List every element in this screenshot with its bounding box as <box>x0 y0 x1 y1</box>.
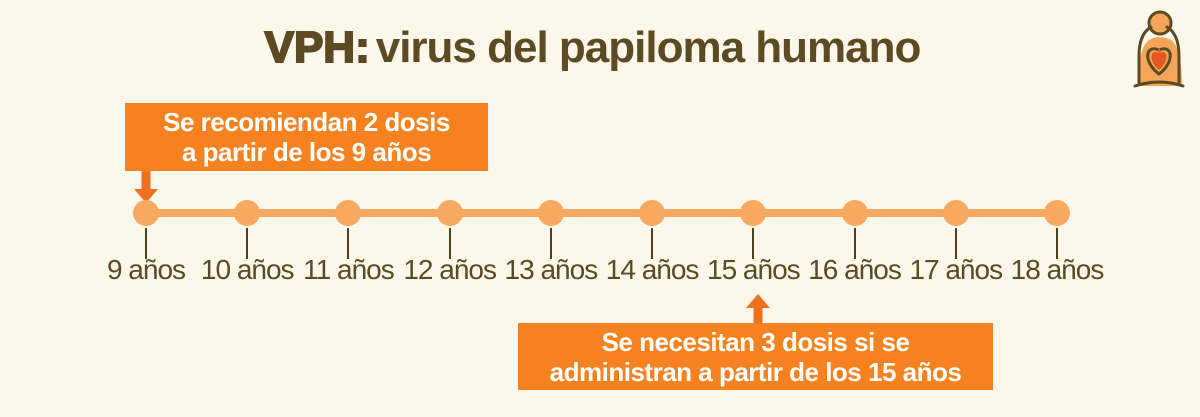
arrow-up-head <box>746 294 770 308</box>
timeline-dot-icon <box>234 200 261 226</box>
callout-2-dosis-line2: a partir de los 9 años <box>181 137 432 167</box>
timeline-age-label: 11 años <box>303 254 395 285</box>
timeline-age-label: 10 años <box>200 254 295 285</box>
timeline-tick <box>752 228 755 259</box>
timeline-age-label: 12 años <box>403 254 497 285</box>
timeline-age-label: 9 años <box>106 254 186 285</box>
logo-icon <box>1133 10 1185 88</box>
timeline-tick <box>347 228 350 259</box>
timeline-age-label: 17 años <box>909 254 1003 285</box>
timeline-dot-icon <box>639 200 666 226</box>
page-title: VPH: virus del papiloma humano <box>0 22 1185 74</box>
timeline-tick <box>549 228 552 259</box>
title-acronym: VPH: <box>264 22 371 73</box>
timeline-tick <box>954 228 957 259</box>
title-rest: virus del papiloma humano <box>375 23 922 72</box>
timeline-tick <box>448 228 451 259</box>
timeline-tick <box>145 228 147 259</box>
timeline-line <box>146 209 1057 217</box>
timeline-dot-icon <box>133 200 159 226</box>
timeline-age-label: 14 años <box>605 254 700 285</box>
callout-3-dosis: Se necesitan 3 dosis si se administran a… <box>518 323 993 390</box>
timeline-tick <box>853 228 856 259</box>
timeline-dot-icon <box>841 200 868 226</box>
callout-3-dosis-line2: administran a partir de los 15 años <box>549 356 962 387</box>
timeline-dot-icon <box>335 200 362 226</box>
timeline-tick <box>651 228 654 259</box>
mother-child-heart-logo <box>1131 8 1187 90</box>
timeline-dot-icon <box>1044 200 1070 226</box>
timeline-age-label: 18 años <box>1010 254 1105 285</box>
arrow-down-stem <box>141 171 151 190</box>
callout-3-dosis-line1: Se necesitan 3 dosis si se <box>601 326 910 357</box>
timeline-dot-icon <box>942 200 969 226</box>
timeline-dot-icon <box>537 200 564 226</box>
callout-2-dosis: Se recomiendan 2 dosis a partir de los 9… <box>125 103 488 171</box>
timeline-age-label: 16 años <box>808 254 902 285</box>
timeline-tick <box>246 228 249 259</box>
timeline-tick <box>1056 228 1058 259</box>
arrow-up-stem <box>753 307 763 323</box>
callout-2-dosis-line1: Se recomiendan 2 dosis <box>163 107 450 137</box>
timeline-age-label: 15 años <box>707 254 801 285</box>
timeline-dot-icon <box>436 200 463 226</box>
timeline-age-label: 13 años <box>504 254 599 285</box>
arrow-down-head <box>134 189 158 203</box>
timeline-dot-icon <box>740 200 767 226</box>
